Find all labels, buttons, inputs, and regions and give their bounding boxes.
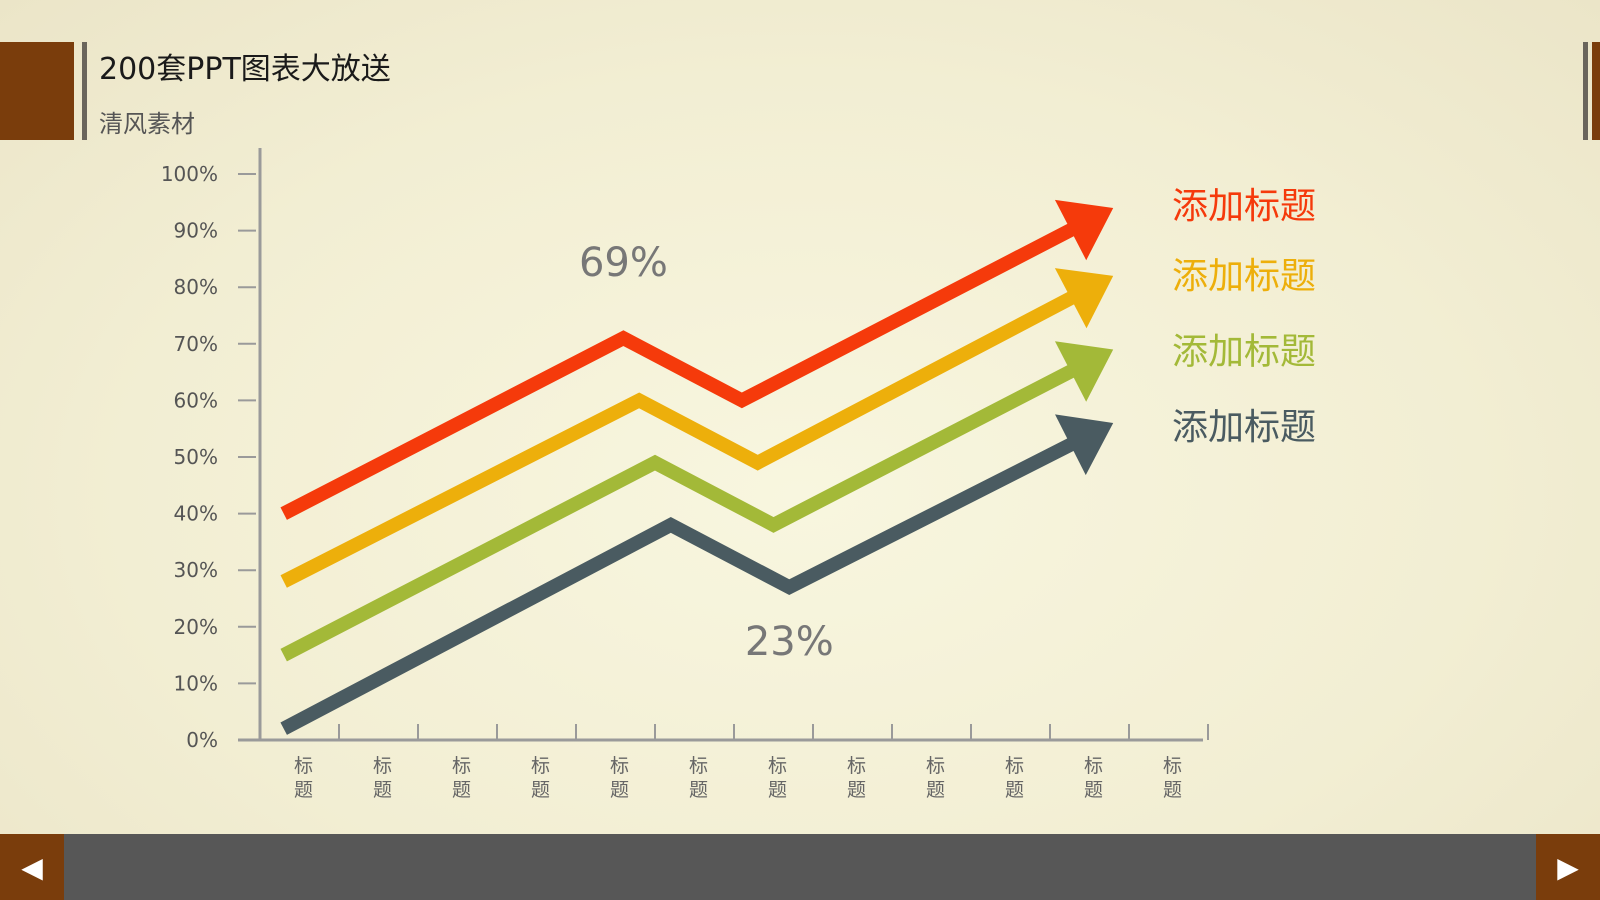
footer-bar — [0, 834, 1600, 900]
x-category-label: 标 — [610, 755, 629, 777]
legend-label: 添加标题 — [1172, 256, 1316, 297]
x-category-label: 题 — [847, 779, 866, 801]
x-category-label: 题 — [452, 779, 471, 801]
series-line — [280, 289, 1080, 588]
y-tick-label: 80% — [174, 275, 218, 299]
x-category-label: 标 — [452, 755, 471, 777]
next-slide-button[interactable]: ▶ — [1536, 834, 1600, 900]
x-category-label: 题 — [610, 779, 629, 801]
page-title: 200套PPT图表大放送 — [99, 52, 391, 87]
x-category-label: 标 — [1084, 755, 1103, 777]
y-tick-label: 90% — [174, 219, 218, 243]
right-corner-block — [1592, 42, 1600, 140]
x-category-label: 标 — [373, 755, 392, 777]
triangle-right-icon: ▶ — [1557, 850, 1579, 884]
y-tick-label: 40% — [174, 502, 218, 526]
series-arrowhead — [1054, 341, 1114, 402]
x-category-label: 题 — [926, 779, 945, 801]
x-category-label: 题 — [373, 779, 392, 801]
x-category-label: 标 — [768, 755, 787, 777]
x-category-label: 标 — [531, 755, 550, 777]
x-category-label: 题 — [531, 779, 550, 801]
x-category-label: 题 — [689, 779, 708, 801]
series-line — [280, 435, 1079, 735]
series-line — [280, 221, 1080, 520]
series-arrowhead — [1055, 414, 1114, 476]
series-line — [280, 362, 1080, 662]
y-tick-label: 70% — [174, 332, 218, 356]
x-category-label: 题 — [768, 779, 787, 801]
x-category-label: 题 — [294, 779, 313, 801]
y-tick-label: 10% — [174, 671, 218, 695]
y-tick-label: 20% — [174, 615, 218, 639]
y-tick-label: 50% — [174, 445, 218, 469]
value-annotation: 23% — [745, 619, 834, 665]
x-category-label: 题 — [1163, 779, 1182, 801]
title-accent-bar — [82, 42, 87, 140]
x-category-label: 标 — [926, 755, 945, 777]
x-category-label: 标 — [689, 755, 708, 777]
y-tick-label: 60% — [174, 388, 218, 412]
page-subtitle: 清风素材 — [99, 110, 195, 138]
x-category-label: 标 — [1005, 755, 1024, 777]
y-tick-label: 30% — [174, 558, 218, 582]
corner-block — [0, 42, 74, 140]
line-chart: 0%10%20%30%40%50%60%70%80%90%100%标题标题标题标… — [161, 148, 1316, 801]
y-tick-label: 100% — [161, 162, 218, 186]
value-annotation: 69% — [579, 240, 668, 286]
series-arrowhead — [1054, 199, 1114, 261]
series-arrowhead — [1054, 268, 1114, 329]
legend-label: 添加标题 — [1172, 407, 1316, 448]
y-tick-label: 0% — [186, 728, 218, 752]
x-category-label: 题 — [1005, 779, 1024, 801]
right-accent-bar — [1583, 42, 1588, 140]
legend-label: 添加标题 — [1172, 331, 1316, 372]
x-category-label: 标 — [847, 755, 866, 777]
legend-label: 添加标题 — [1172, 186, 1316, 227]
triangle-left-icon: ◀ — [21, 850, 43, 884]
prev-slide-button[interactable]: ◀ — [0, 834, 64, 900]
x-category-label: 标 — [294, 755, 313, 777]
x-category-label: 题 — [1084, 779, 1103, 801]
x-category-label: 标 — [1163, 755, 1182, 777]
